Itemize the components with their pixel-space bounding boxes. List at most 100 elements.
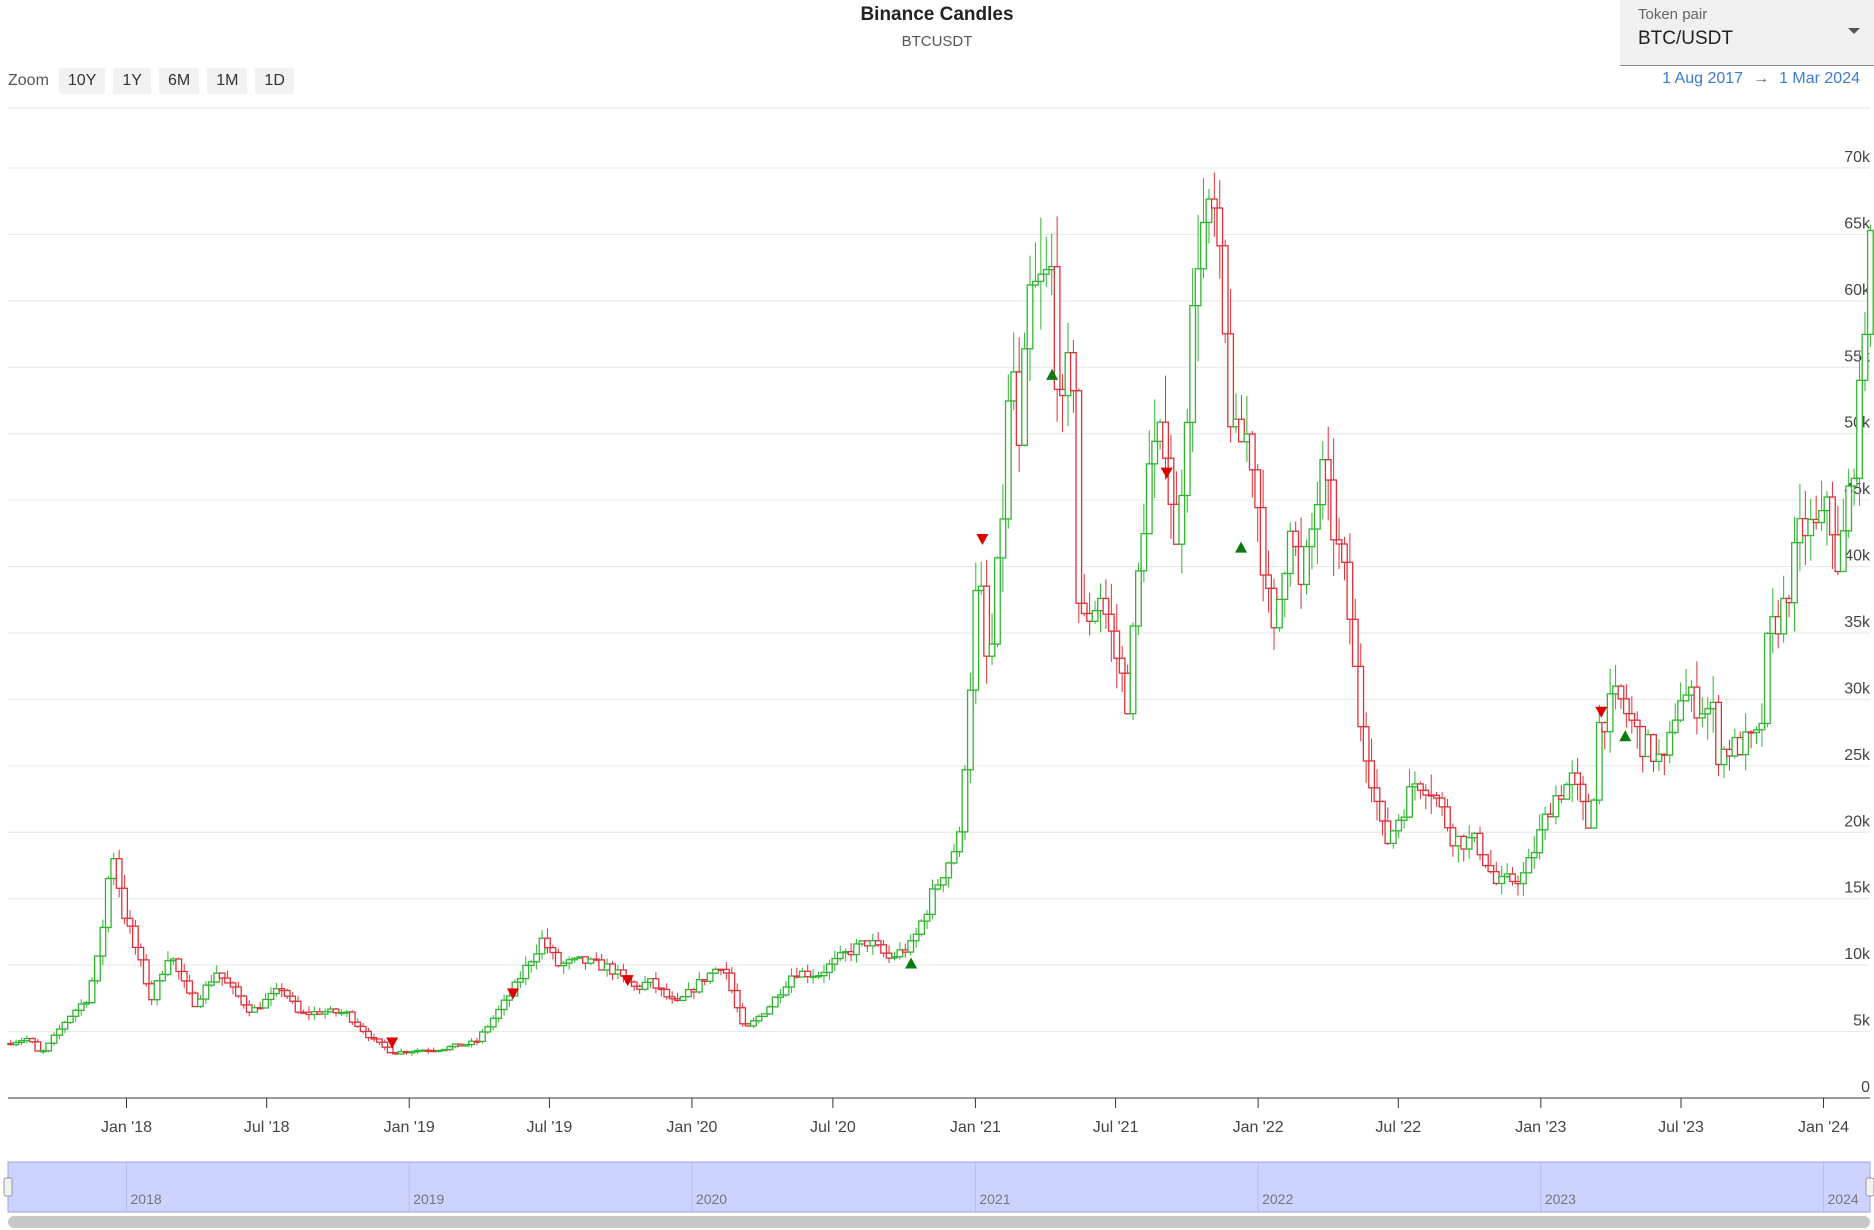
- candle-up: [1389, 830, 1397, 845]
- candle-down: [1362, 726, 1370, 762]
- candle-down: [1292, 530, 1300, 548]
- x-tick-label: Jul '22: [1375, 1119, 1421, 1136]
- candle-up: [413, 1049, 421, 1053]
- candle-up: [1134, 570, 1142, 627]
- candle-down: [365, 1030, 372, 1039]
- candle-up: [1563, 783, 1571, 800]
- candle-down: [424, 1049, 432, 1052]
- candle-up: [506, 995, 513, 1001]
- navigator-scrollbar[interactable]: [8, 1216, 1870, 1228]
- candle-down: [1438, 797, 1446, 808]
- candle-up: [1818, 509, 1826, 524]
- candle-down: [305, 1011, 313, 1016]
- buy-marker: [1046, 368, 1059, 380]
- sell-marker: [976, 534, 989, 545]
- candle-down: [1254, 469, 1262, 509]
- x-tick-label: Jul '19: [527, 1119, 573, 1136]
- candle-down: [137, 946, 145, 961]
- candle-up: [99, 926, 107, 957]
- candle-up: [825, 963, 833, 974]
- candle-up: [1568, 772, 1576, 786]
- candle-up: [565, 959, 573, 964]
- candle-up: [777, 994, 785, 998]
- candle-up: [750, 1020, 757, 1027]
- candle-down: [1433, 794, 1441, 799]
- candle-up: [1145, 463, 1153, 535]
- candle-up: [1530, 852, 1538, 859]
- candle-up: [798, 970, 806, 978]
- candle-down: [278, 988, 286, 992]
- candle-down: [901, 949, 909, 953]
- candle-down: [544, 937, 551, 949]
- buy-marker: [1235, 541, 1248, 553]
- zoom-1y-button[interactable]: 1Y: [113, 68, 151, 94]
- candle-down: [1514, 880, 1522, 885]
- candle-down: [744, 1023, 752, 1027]
- candle-up: [1037, 273, 1045, 283]
- candle-down: [1715, 701, 1723, 766]
- token-pair-select[interactable]: Token pair BTC/USDT: [1620, 0, 1874, 66]
- candle-down: [115, 857, 123, 889]
- candle-up: [197, 998, 204, 1008]
- candle-down: [1373, 787, 1381, 803]
- candle-up: [451, 1043, 459, 1048]
- navigator-handle-left[interactable]: [3, 1177, 13, 1197]
- zoom-1d-button[interactable]: 1D: [255, 68, 294, 94]
- navigator-handle-right[interactable]: [1865, 1177, 1874, 1197]
- candle-down: [1812, 518, 1820, 524]
- candle-up: [950, 851, 958, 864]
- candle-up: [782, 986, 790, 996]
- candle-down: [1238, 418, 1245, 443]
- candle-up: [272, 988, 280, 995]
- candle-up: [1590, 799, 1598, 829]
- range-from[interactable]: 1 Aug 2017: [1662, 70, 1744, 87]
- zoom-1m-button[interactable]: 1M: [207, 68, 248, 94]
- chart-subtitle: BTCUSDT: [901, 33, 973, 50]
- zoom-6m-button[interactable]: 6M: [158, 68, 200, 94]
- candle-up: [1275, 598, 1283, 629]
- candle-down: [348, 1011, 356, 1023]
- candle-up: [1243, 433, 1251, 443]
- candle-up: [1048, 265, 1056, 271]
- candle-down: [1601, 721, 1609, 733]
- candle-down: [554, 951, 562, 967]
- x-tick-label: Jul '18: [244, 1119, 290, 1136]
- candle-up: [153, 980, 161, 1001]
- candle-down: [1650, 734, 1657, 762]
- y-tick-label: 40k: [1844, 548, 1871, 565]
- candle-down: [1118, 657, 1126, 674]
- candle-up: [88, 980, 96, 1004]
- candle-up: [1319, 459, 1327, 506]
- candle-up: [1780, 597, 1788, 635]
- candle-down: [1585, 800, 1592, 829]
- navigator-label: 2021: [979, 1191, 1010, 1207]
- candle-down: [1102, 597, 1110, 615]
- candle-up: [587, 958, 595, 964]
- candle-down: [1335, 539, 1343, 545]
- candle-down: [1086, 612, 1094, 622]
- candle-down: [245, 1004, 253, 1013]
- candle-up: [815, 975, 823, 978]
- candle-down: [126, 917, 134, 927]
- candle-down: [403, 1050, 410, 1054]
- candle-down: [1785, 597, 1793, 604]
- candle-up: [66, 1015, 74, 1024]
- candle-up: [1042, 268, 1050, 275]
- x-tick-label: Jan '20: [666, 1119, 717, 1136]
- candle-down: [1297, 545, 1305, 586]
- candle-up: [576, 956, 584, 959]
- candle-up: [1850, 477, 1858, 487]
- candle-down: [1357, 665, 1365, 728]
- candle-down: [722, 968, 730, 974]
- sell-marker: [507, 988, 520, 1000]
- candle-up: [706, 972, 714, 982]
- candle-down: [1341, 543, 1348, 563]
- candle-up: [755, 1015, 763, 1022]
- zoom-10y-button[interactable]: 10Y: [58, 68, 106, 94]
- candle-up: [1704, 708, 1712, 715]
- candle-down: [1113, 630, 1121, 659]
- range-to[interactable]: 1 Mar 2024: [1779, 70, 1860, 87]
- x-tick-label: Jan '18: [101, 1119, 152, 1136]
- candle-up: [1823, 496, 1831, 512]
- candle-up: [1720, 748, 1728, 766]
